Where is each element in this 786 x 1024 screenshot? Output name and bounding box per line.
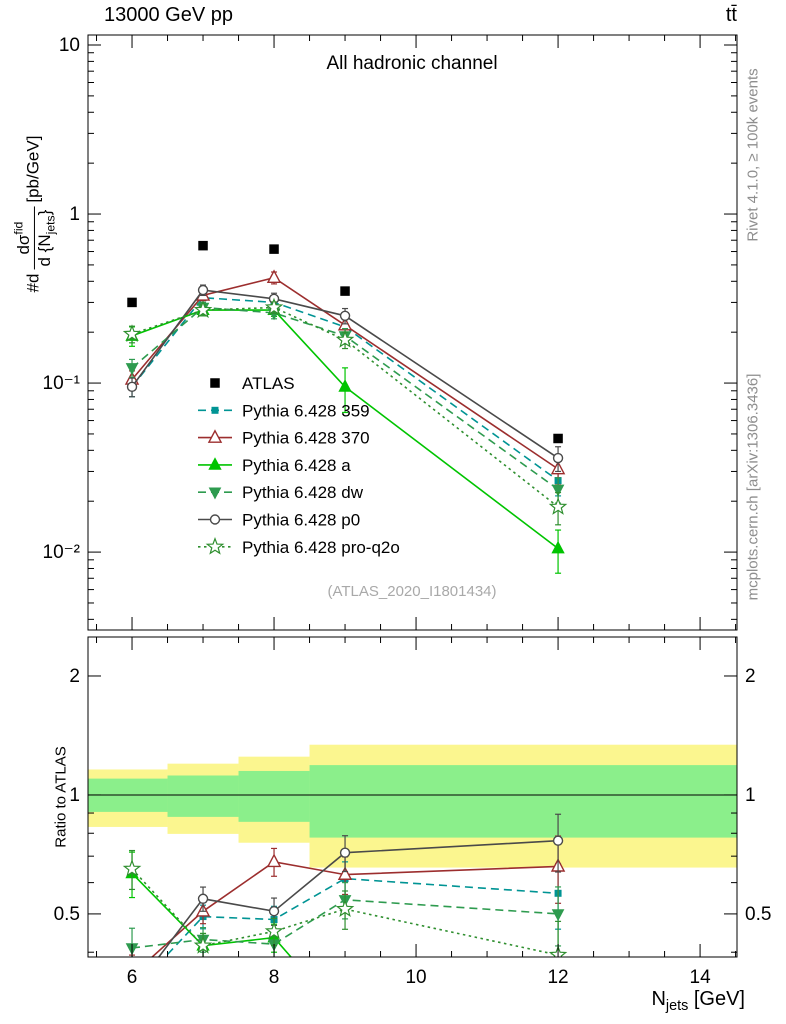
- ylabel-fraction: dσfid d {Njets}: [11, 206, 57, 270]
- beam-energy-title: 13000 GeV pp: [104, 4, 233, 26]
- legend-label: Pythia 6.428 p0: [242, 511, 360, 530]
- legend-label: Pythia 6.428 a: [242, 456, 351, 475]
- tick-labels: 6 8 10 12 14 10 1 10⁻¹ 10⁻² 2 2 1 1 0.5 0.5: [43, 35, 772, 988]
- ylabel-units: [pb/GeV]: [23, 135, 43, 203]
- legend-label: Pythia 6.428 359: [242, 401, 370, 420]
- ylabel-denominator: d {Njets}: [34, 209, 57, 267]
- main-series: [122, 240, 568, 574]
- mcplots-credit-label: mcplots.cern.ch [arXiv:1306.3436]: [744, 373, 762, 601]
- channel-title: All hadronic channel: [326, 53, 498, 74]
- rivet-version-label: Rivet 4.1.0, ≥ 100k events: [744, 68, 762, 242]
- main-y-tick-label: 10: [59, 35, 80, 56]
- ratio-y-tick-label-right: 2: [745, 666, 756, 687]
- x-tick-label: 12: [547, 967, 568, 988]
- ratio-y-tick-label-left: 1: [69, 785, 80, 806]
- ratio-series: [122, 813, 568, 957]
- x-tick-label: 10: [405, 967, 426, 988]
- main-y-tick-label: 1: [69, 204, 80, 225]
- legend-label: Pythia 6.428 pro-q2o: [242, 538, 400, 557]
- main-y-axis-label: #d dσfid d {Njets} [pb/GeV]: [11, 135, 57, 293]
- ratio-y-tick-label-left: 2: [69, 666, 80, 687]
- legend-label: ATLAS: [242, 374, 295, 393]
- main-y-tick-label: 10⁻¹: [43, 373, 81, 394]
- x-axis-label: Njets [GeV]: [651, 988, 745, 1014]
- ratio-y-tick-label-left: 0.5: [54, 904, 80, 925]
- main-frame: [87, 34, 738, 631]
- legend-label: Pythia 6.428 370: [242, 429, 370, 448]
- axes: [87, 34, 738, 958]
- ratio-y-tick-label-right: 0.5: [745, 904, 771, 925]
- x-tick-label: 6: [127, 967, 138, 988]
- analysis-watermark: (ATLAS_2020_I1801434): [327, 583, 497, 600]
- x-tick-label: 14: [690, 967, 712, 988]
- ratio-frame: [87, 636, 738, 958]
- ylabel-prefix: #d: [23, 273, 43, 293]
- ratio-uncertainty-bands: [88, 744, 737, 868]
- main-y-tick-label: 10⁻²: [43, 542, 81, 563]
- ylabel-numerator: dσfid: [11, 206, 35, 270]
- x-tick-label: 8: [269, 967, 280, 988]
- legend: ATLAS Pythia 6.428 359 Pythia 6.428 370 Pyt…: [198, 374, 400, 557]
- ratio-y-axis-label: Ratio to ATLAS: [52, 746, 70, 848]
- process-title: tt̄: [725, 4, 737, 26]
- ratio-y-tick-label-right: 1: [745, 785, 756, 806]
- legend-label: Pythia 6.428 dw: [242, 483, 364, 502]
